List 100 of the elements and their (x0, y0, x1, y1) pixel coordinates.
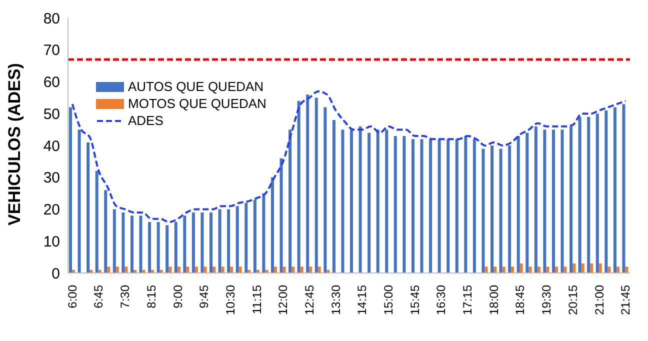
bar (564, 266, 567, 273)
bar (581, 263, 584, 273)
bar (526, 132, 529, 273)
y-axis-title: VEHICULOS (ADES) (5, 63, 24, 226)
x-tick-label: 15:45 (408, 284, 422, 316)
bar (376, 130, 380, 273)
bar (274, 266, 277, 273)
bar (598, 263, 602, 273)
bar (472, 139, 476, 273)
y-tick-label: 40 (43, 138, 60, 155)
y-tick-label: 0 (52, 265, 60, 282)
bar (204, 266, 207, 273)
bar (385, 130, 388, 273)
bar (177, 266, 180, 273)
bar (309, 266, 312, 273)
bar (429, 139, 432, 273)
bar (174, 222, 178, 273)
x-tick-label: 16:30 (434, 284, 448, 316)
bar (324, 107, 327, 273)
bar (200, 212, 204, 273)
bar (156, 222, 160, 273)
bar (552, 130, 555, 273)
bar (297, 100, 300, 273)
bar (124, 266, 128, 273)
x-tick-label: 9:00 (170, 284, 185, 308)
bar (534, 126, 538, 273)
x-tick-label: 18:00 (486, 284, 501, 316)
bar (528, 266, 532, 273)
bar (570, 126, 573, 273)
bar (572, 263, 576, 273)
bar (104, 190, 108, 273)
x-tick-label: 7:30 (118, 284, 132, 308)
x-tick-label: 12:45 (302, 284, 316, 316)
bar (608, 266, 611, 273)
bar (218, 209, 222, 273)
bar (332, 120, 336, 273)
bar (166, 225, 169, 273)
bar (625, 266, 628, 273)
y-tick-label: 10 (43, 233, 60, 250)
bar (596, 114, 599, 273)
bar (587, 116, 590, 273)
bar (130, 216, 134, 273)
bar (590, 263, 594, 273)
bar (546, 266, 550, 273)
bar (244, 202, 248, 273)
bar (341, 130, 344, 273)
legend-label: MOTOS QUE QUEDAN (128, 95, 266, 112)
bar (292, 266, 295, 273)
bar (484, 266, 488, 273)
legend-label: ADES (128, 112, 164, 129)
legend-label: AUTOS QUE QUEDAN (128, 78, 264, 95)
bar (464, 136, 468, 273)
bar (139, 216, 142, 273)
bar (494, 266, 496, 273)
x-tick-label: 9:45 (197, 284, 212, 308)
y-tick-label: 50 (43, 106, 60, 123)
bar (516, 136, 520, 273)
bar (314, 98, 318, 273)
x-tick-label: 11:15 (250, 284, 264, 314)
bar (511, 266, 514, 273)
bar (350, 130, 353, 273)
y-tick-label: 30 (43, 170, 60, 187)
x-tick-label: 21:00 (592, 284, 606, 316)
bar (112, 209, 116, 273)
bar (438, 139, 441, 273)
bar (95, 171, 98, 273)
bar (116, 266, 119, 273)
bar (394, 136, 397, 273)
bar (230, 266, 234, 273)
bar (186, 266, 190, 273)
bar (411, 139, 414, 273)
x-tick-label: 6:00 (65, 284, 80, 308)
bar (306, 94, 310, 273)
x-tick-label: 19:30 (540, 284, 554, 316)
y-tick-label: 20 (43, 202, 60, 219)
x-tick-label: 6:45 (92, 284, 106, 308)
bar (69, 107, 72, 273)
bar (508, 146, 512, 273)
x-tick-label: 17:15 (460, 284, 475, 316)
x-tick-label: 12:00 (276, 284, 290, 316)
bar (368, 132, 371, 273)
bar (221, 266, 224, 273)
x-tick-label: 8:15 (144, 284, 158, 308)
bar (402, 136, 406, 273)
bar (148, 222, 152, 273)
bar (622, 104, 626, 273)
bar (420, 139, 424, 273)
bar (86, 142, 90, 273)
bar (212, 266, 216, 273)
bar (578, 116, 582, 273)
y-tick-label: 60 (43, 74, 60, 92)
bar (490, 146, 494, 273)
x-tick-label: 14:15 (355, 284, 370, 316)
bar (455, 139, 458, 273)
bar (520, 263, 523, 273)
bar (227, 209, 230, 273)
bar (613, 107, 616, 273)
bar (168, 266, 172, 273)
x-tick-label: 20:15 (566, 284, 580, 316)
bar (554, 266, 558, 273)
